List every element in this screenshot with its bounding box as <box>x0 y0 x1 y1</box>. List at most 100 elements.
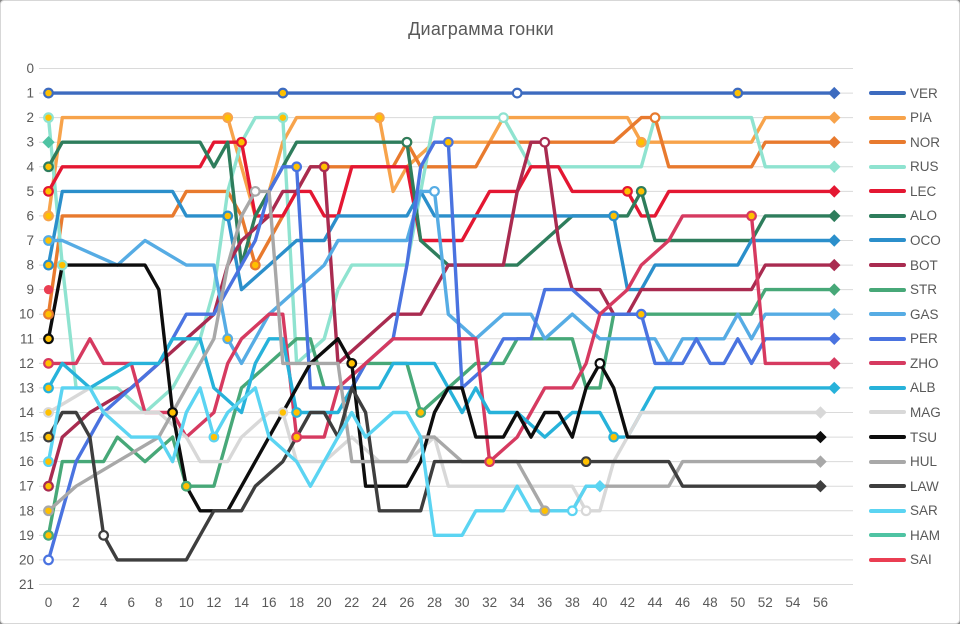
legend-swatch-RUS <box>869 164 906 169</box>
legend-item-ALO: ALO <box>869 206 937 226</box>
series-line-NOR <box>46 115 836 316</box>
y-tick-label: 0 <box>26 61 34 76</box>
pit-marker-HUL <box>539 505 551 517</box>
y-tick-label: 11 <box>20 331 34 346</box>
legend-item-HUL: HUL <box>869 452 937 472</box>
legend-swatch-PIA <box>869 115 906 120</box>
legend-swatch-NOR <box>869 140 906 145</box>
series-line-TSU <box>46 263 823 513</box>
pit-marker-RUS <box>43 112 54 124</box>
legend-label: GAS <box>910 306 939 322</box>
legend-swatch-MAG <box>869 410 906 415</box>
series-line-ALO <box>46 140 836 267</box>
end-diamond-PER <box>828 332 841 346</box>
pit-marker-ALB <box>43 382 54 394</box>
legend-swatch-LEC <box>869 189 906 194</box>
legend-label: LAW <box>910 478 939 494</box>
pit-marker-VER <box>277 87 289 99</box>
pit-marker-TSU <box>43 333 54 345</box>
y-tick-label: 13 <box>19 380 34 395</box>
end-diamond-MAG <box>814 406 827 419</box>
legend-item-ALB: ALB <box>869 378 936 398</box>
x-tick-label: 34 <box>510 595 526 610</box>
end-diamond-ZHO <box>828 357 841 370</box>
pit-marker-LAW <box>43 431 54 443</box>
x-tick-label: 8 <box>155 595 163 610</box>
pit-marker-TSU <box>167 407 178 418</box>
x-tick-label: 22 <box>344 595 359 610</box>
pit-marker-BOT <box>539 136 551 148</box>
legend-label: SAI <box>910 552 932 568</box>
y-tick-label: 19 <box>19 528 34 543</box>
legend-item-NOR: NOR <box>869 132 940 152</box>
legend-label: OCO <box>910 232 941 248</box>
legend-label: VER <box>910 85 938 101</box>
pit-marker-SAR <box>208 431 220 443</box>
end-diamond-HUL <box>814 455 827 468</box>
x-tick-label: 0 <box>45 595 53 610</box>
legend-label: STR <box>910 282 937 298</box>
x-tick-label: 18 <box>289 595 304 610</box>
legend-label: HAM <box>910 527 940 543</box>
legend-swatch-BOT <box>869 263 906 268</box>
pit-marker-ZHO <box>291 431 303 443</box>
y-tick-label: 20 <box>19 552 34 567</box>
x-tick-label: 30 <box>455 595 470 610</box>
legend-label: ALO <box>910 208 938 224</box>
legend-label: MAG <box>910 404 941 420</box>
pit-marker-STR <box>180 480 192 492</box>
x-tick-label: 36 <box>537 595 552 610</box>
pit-marker-STR <box>43 529 54 541</box>
pit-marker-STR <box>415 407 427 418</box>
legend-label: PER <box>910 331 938 347</box>
pit-marker-LEC <box>236 136 247 148</box>
legend-swatch-GAS <box>869 312 906 317</box>
y-tick-label: 3 <box>26 135 34 150</box>
pit-marker-ALO <box>401 136 413 148</box>
legend-item-STR: STR <box>869 280 937 300</box>
pit-marker-HUL <box>43 505 54 517</box>
pit-marker-ZHO <box>746 210 757 222</box>
legend-item-SAI: SAI <box>869 550 932 570</box>
legend-item-ZHO: ZHO <box>869 353 939 373</box>
x-tick-label: 38 <box>565 595 580 610</box>
legend-swatch-HAM <box>869 533 906 538</box>
legend-swatch-PER <box>869 336 906 341</box>
x-tick-label: 14 <box>234 595 250 610</box>
legend-swatch-ZHO <box>869 361 906 366</box>
series-line-ALB <box>46 337 836 439</box>
legend-swatch-VER <box>869 91 906 96</box>
pit-marker-RUS <box>56 259 68 271</box>
series-line-RUS <box>46 115 836 415</box>
pit-marker-OCO <box>43 259 54 271</box>
legend-item-BOT: BOT <box>869 255 938 275</box>
y-tick-label: 6 <box>26 208 34 223</box>
pit-marker-LAW <box>98 529 110 541</box>
pit-marker-PIA <box>43 210 54 222</box>
series-line-OCO <box>46 189 836 292</box>
x-tick-label: 46 <box>675 595 690 610</box>
pit-marker-OCO <box>608 210 620 222</box>
pit-marker-ALB <box>291 407 303 418</box>
end-diamond-PIA <box>828 111 841 124</box>
end-diamond-STR <box>828 283 841 296</box>
legend-item-LEC: LEC <box>869 181 936 201</box>
legend-swatch-ALO <box>869 213 906 218</box>
x-tick-label: 20 <box>317 595 332 610</box>
x-tick-label: 50 <box>730 595 745 610</box>
x-tick-label: 52 <box>758 595 773 610</box>
legend-label: ALB <box>910 380 936 396</box>
x-tick-label: 2 <box>72 595 80 610</box>
pit-marker-NOR <box>43 308 54 320</box>
pit-marker-GAS <box>43 235 54 246</box>
end-diamond-ALO <box>828 209 841 223</box>
y-tick-label: 12 <box>19 356 34 371</box>
end-dot-SAI <box>43 285 54 295</box>
pit-marker-TSU <box>594 357 606 369</box>
y-tick-label: 7 <box>26 233 34 248</box>
legend-item-RUS: RUS <box>869 157 939 177</box>
end-diamond-RUS <box>828 160 841 174</box>
pit-marker-PER <box>291 161 303 173</box>
